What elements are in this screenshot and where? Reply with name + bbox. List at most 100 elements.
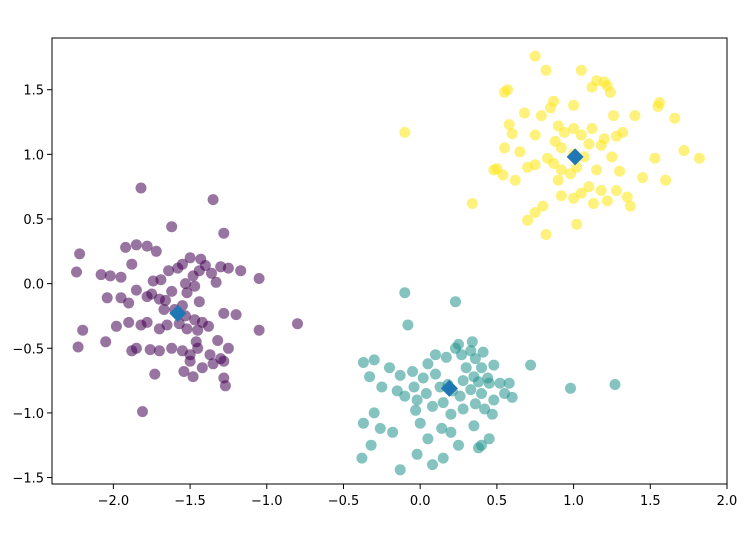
data-point — [192, 324, 204, 336]
x-tick-label: −0.5 — [328, 494, 360, 509]
data-point — [399, 126, 411, 138]
y-tick-label: 1.5 — [23, 84, 44, 99]
data-point — [519, 107, 530, 119]
data-point — [565, 168, 576, 180]
x-tick-label: 2.0 — [717, 494, 738, 509]
data-point — [163, 265, 175, 277]
centroid-markers — [169, 148, 584, 397]
data-point — [364, 371, 376, 383]
data-point — [115, 292, 127, 304]
data-point — [488, 394, 500, 406]
data-point — [555, 142, 567, 154]
data-point — [422, 433, 434, 445]
data-point — [95, 269, 107, 281]
x-tick-label: −1.5 — [174, 494, 206, 509]
data-point — [476, 362, 487, 374]
data-point — [583, 138, 595, 150]
data-point — [218, 227, 230, 239]
data-point — [422, 358, 434, 370]
data-point — [575, 64, 587, 76]
y-tick-label: 0.0 — [23, 278, 44, 293]
data-point — [207, 358, 219, 370]
data-point — [387, 426, 399, 438]
data-point — [483, 433, 495, 445]
data-point — [606, 151, 618, 163]
data-point — [181, 287, 193, 299]
data-point — [578, 151, 590, 163]
data-point — [540, 64, 552, 76]
data-point — [469, 398, 481, 410]
data-point — [126, 345, 138, 357]
data-point — [190, 336, 202, 348]
data-point — [430, 349, 441, 361]
data-point — [624, 200, 636, 212]
data-point — [184, 355, 196, 367]
data-point — [591, 164, 603, 176]
data-point — [218, 307, 230, 319]
data-point — [468, 420, 480, 432]
data-point — [123, 316, 135, 328]
data-point — [365, 439, 377, 451]
data-point — [537, 200, 549, 212]
data-points — [71, 50, 705, 476]
data-point — [488, 164, 500, 176]
data-point — [210, 276, 222, 288]
data-point — [611, 130, 622, 142]
data-point — [529, 50, 541, 62]
data-point — [568, 123, 580, 134]
data-point — [207, 194, 219, 206]
x-tick-label: 0.0 — [410, 494, 431, 509]
centroid-marker — [566, 148, 584, 166]
data-point — [172, 262, 184, 274]
data-point — [100, 336, 112, 348]
data-point — [499, 142, 511, 154]
data-point — [503, 119, 515, 131]
data-point — [457, 403, 469, 415]
data-point — [652, 101, 664, 112]
data-point — [552, 174, 564, 186]
data-point — [158, 304, 170, 315]
data-point — [522, 161, 534, 173]
data-point — [568, 192, 580, 204]
data-point — [130, 239, 142, 251]
data-point — [147, 275, 159, 287]
data-point — [693, 152, 705, 164]
data-point — [135, 182, 147, 194]
data-point — [509, 174, 521, 186]
x-axis: −2.0 −1.5 −1.0 −0.5 0.0 0.5 1.0 1.5 2.0 — [98, 484, 738, 509]
data-point — [368, 407, 380, 419]
data-point — [204, 349, 216, 361]
data-point — [427, 459, 438, 471]
data-point — [583, 181, 595, 193]
data-point — [180, 278, 191, 290]
data-point — [637, 172, 649, 184]
data-point — [453, 439, 464, 451]
data-point — [411, 394, 423, 406]
y-tick-label: −1.0 — [12, 407, 44, 422]
data-point — [394, 464, 406, 476]
data-point — [506, 128, 518, 140]
data-point — [604, 86, 616, 98]
data-point — [356, 452, 368, 464]
data-point — [149, 368, 161, 380]
data-point — [206, 267, 217, 279]
data-point — [230, 309, 242, 321]
data-point — [460, 362, 472, 374]
data-point — [586, 123, 598, 134]
data-point — [115, 271, 127, 283]
x-tick-label: 1.5 — [640, 494, 661, 509]
data-point — [292, 318, 303, 330]
data-point — [575, 187, 587, 199]
data-point — [193, 296, 205, 308]
data-point — [219, 380, 231, 392]
data-point — [123, 297, 135, 309]
data-point — [394, 369, 406, 381]
data-point — [595, 185, 607, 196]
data-point — [473, 376, 484, 388]
data-point — [166, 221, 178, 233]
data-point — [469, 353, 481, 365]
data-point — [466, 198, 478, 209]
data-point — [457, 375, 469, 387]
data-point — [621, 191, 633, 203]
